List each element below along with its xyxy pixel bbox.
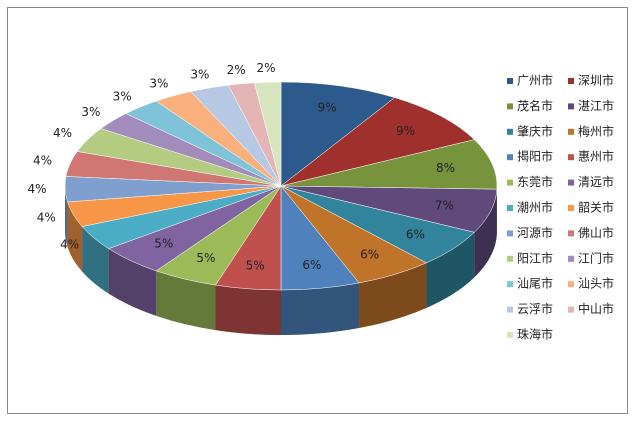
slice-side-shade [67,201,83,272]
slice-side-shade [65,186,68,247]
slice-side [281,282,360,335]
legend-label: 揭阳市 [517,149,553,164]
legend-swatch [568,128,574,135]
data-label: 8% [436,161,455,175]
slice-side-shade [108,248,157,316]
slice-side-shade [156,270,216,331]
legend-label: 肇庆市 [517,123,553,138]
data-label: 2% [256,61,275,75]
legend-label: 韶关市 [578,200,614,215]
legend-label: 阳江市 [517,250,553,265]
legend-label: 中山市 [578,301,614,316]
legend-swatch [507,103,513,110]
legend-label: 珠海市 [517,327,553,342]
data-label: 4% [60,237,79,251]
legend-swatch [568,179,574,186]
legend-label: 江门市 [578,250,614,265]
legend-label: 深圳市 [578,73,614,88]
legend-label: 潮州市 [517,200,553,215]
slice-side-shade [215,285,281,335]
legend-swatch [568,103,574,110]
slice-side [474,189,497,278]
legend-label: 河源市 [517,225,553,240]
legend-label: 广州市 [517,73,553,88]
legend-swatch [568,255,574,262]
legend-swatch [507,179,513,186]
legend-swatch [507,255,513,262]
data-labels: 9%9%8%7%6%6%6%5%5%5%4%4%4%4%4%3%3%3%3% 2%… [28,61,456,272]
slice-side-shade [82,226,109,294]
slice-side-shade [359,262,427,328]
legend-label: 东莞市 [517,174,553,189]
slice-side-shade [281,282,360,335]
data-label: 5% [154,237,173,251]
legend-swatch [507,154,513,161]
slice [280,139,498,190]
legend-label: 湛江市 [578,98,614,113]
legend-swatch [568,205,574,211]
data-label: 6% [302,258,321,272]
slice-side-shade [426,232,475,308]
data-label: 3% [113,89,132,103]
legend-label: 佛山市 [578,225,614,240]
data-label: 4% [33,153,52,167]
slice-side [215,285,281,335]
legend-label: 清远市 [578,174,614,189]
data-label: 4% [53,126,72,140]
legend-swatch [568,230,574,237]
slice-side [82,226,109,294]
data-label: 9% [318,100,337,114]
legend-swatch [507,230,513,237]
slice-side [65,186,68,247]
legend-swatch [568,306,574,313]
data-label: 5% [246,259,265,273]
pie-sides [65,186,497,335]
slice-side-shade [474,189,497,278]
data-label: 3% [81,105,100,119]
legend-swatch [507,332,513,338]
data-label: 6% [360,247,379,261]
slice-side [359,262,427,328]
slice-side [156,270,216,331]
legend-label: 惠州市 [578,149,614,164]
data-label: 4% [28,182,47,196]
slice [280,81,396,187]
pie-tops [64,81,498,291]
data-label: 3% [149,77,168,91]
data-label: 5% [196,251,215,265]
legend-label: 汕尾市 [517,276,553,291]
slice [280,97,475,187]
legend-swatch [568,78,574,84]
data-label: 3% [190,68,209,82]
legend-swatch [507,306,513,313]
legend-swatch [507,78,513,84]
legend-swatch [507,281,513,288]
legend-label: 梅州市 [578,123,614,138]
data-label: 7% [435,198,454,212]
slice [254,81,282,187]
data-label: 2% [227,63,246,77]
slice-side [426,232,475,308]
data-label: 6% [406,227,425,241]
legend-label: 茂名市 [517,98,553,113]
legend-swatch [507,205,513,211]
legend-label: 汕头市 [578,276,614,291]
legend-label: 云浮市 [517,301,553,316]
data-label: 9% [396,124,415,138]
data-label: 4% [37,211,56,225]
legend-swatch [568,281,574,288]
legend-swatch [568,154,574,161]
slice-side [108,248,157,316]
legend-swatch [507,128,513,135]
slice-side [67,201,83,272]
